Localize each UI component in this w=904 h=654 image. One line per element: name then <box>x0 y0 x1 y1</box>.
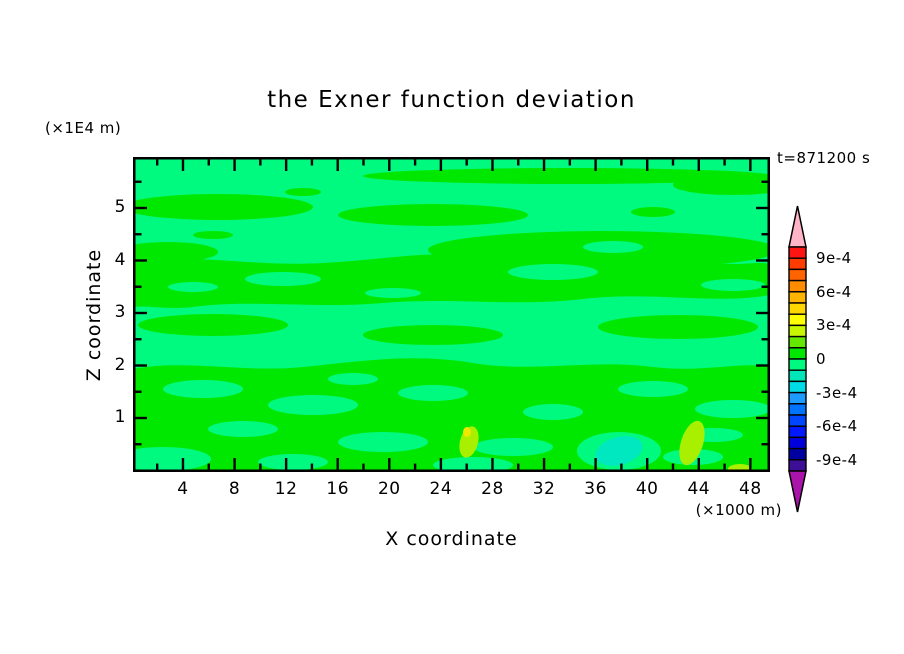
y-axis-unit-label: (×1E4 m) <box>45 119 122 137</box>
plot-area <box>115 157 793 474</box>
contour-field <box>115 157 793 474</box>
x-tick-label: 40 <box>635 479 659 499</box>
colorbar-label: 6e-4 <box>816 282 852 301</box>
colorbar <box>788 205 807 513</box>
colorbar-label: 3e-4 <box>816 316 852 335</box>
negative-cyan-patch <box>595 436 643 466</box>
y-tick-label: 2 <box>114 354 126 375</box>
x-tick-label: 32 <box>532 479 556 499</box>
colorbar-label: -9e-4 <box>816 450 858 469</box>
chartreuse-streak <box>679 420 705 466</box>
chart-title: the Exner function deviation <box>267 87 636 113</box>
yellow-tip-spot <box>463 427 471 437</box>
x-tick-label: 4 <box>177 479 189 499</box>
negative-speckles <box>115 241 771 473</box>
x-tick-label: 44 <box>687 479 711 499</box>
x-axis-unit-label: (×1000 m) <box>695 501 782 519</box>
x-tick-label: 48 <box>739 479 762 499</box>
x-axis-title: X coordinate <box>385 528 518 550</box>
colorbar-label: 0 <box>816 350 827 368</box>
y-tick-label: 5 <box>114 197 126 217</box>
x-tick-label: 8 <box>228 479 241 499</box>
time-annotation: t=871200 s <box>777 149 871 167</box>
x-tick-label: 20 <box>377 479 401 499</box>
colorbar-label: -6e-4 <box>816 417 858 436</box>
x-tick-label: 12 <box>274 479 298 499</box>
x-tick-label: 24 <box>429 479 453 499</box>
axis-ticks <box>134 158 769 471</box>
x-tick-label: 16 <box>326 479 350 499</box>
y-tick-label: 1 <box>114 407 126 427</box>
colorbar-label: 9e-4 <box>816 249 852 268</box>
plot-border <box>133 157 770 472</box>
y-tick-label: 4 <box>114 249 126 270</box>
x-tick-label: 28 <box>481 479 504 499</box>
colorbar-label: -3e-4 <box>816 383 858 402</box>
extreme-spots <box>459 420 752 474</box>
y-tick-label: 3 <box>114 302 126 322</box>
x-tick-label: 36 <box>584 479 607 499</box>
